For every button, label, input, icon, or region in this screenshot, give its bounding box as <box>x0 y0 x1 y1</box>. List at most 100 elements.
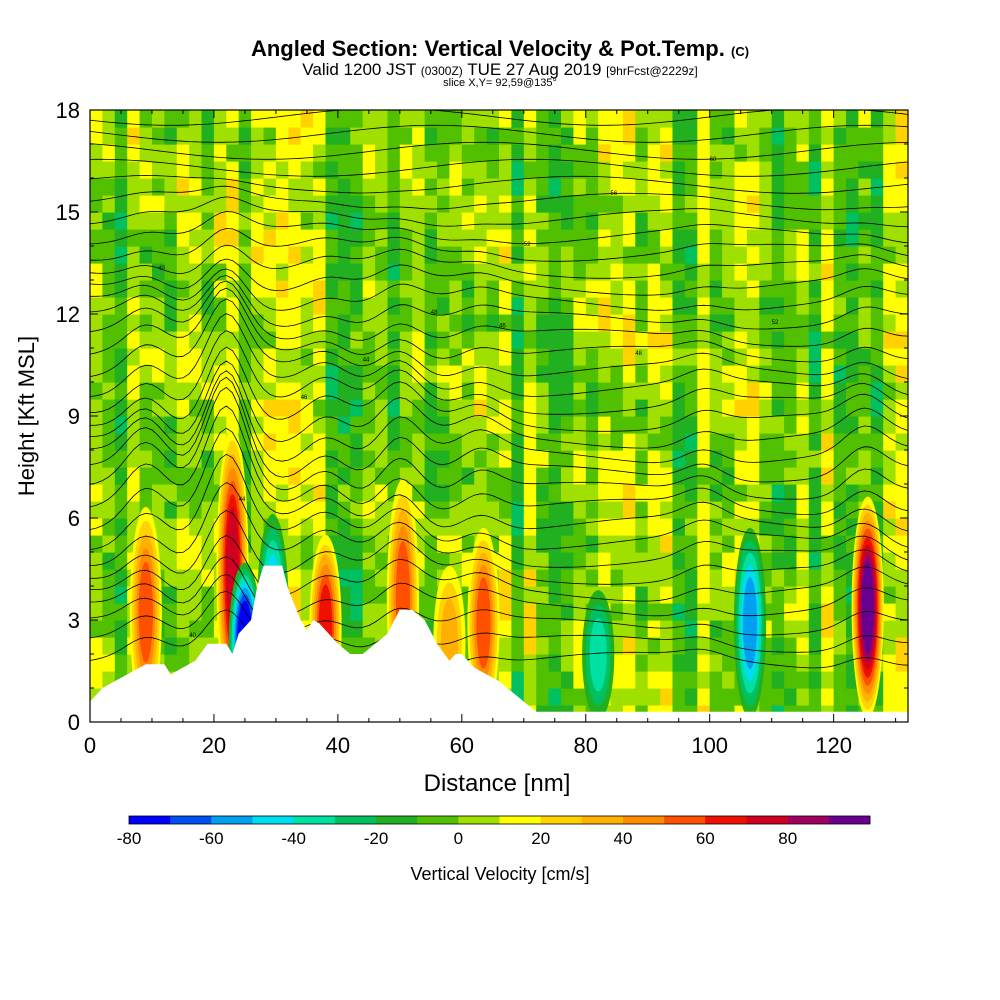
field-cell <box>846 246 859 264</box>
field-cell <box>275 229 289 247</box>
field-cell <box>573 433 587 451</box>
field-cell <box>784 671 798 689</box>
field-cell <box>226 110 240 128</box>
field-cell <box>622 518 636 536</box>
field-cell <box>114 586 128 604</box>
field-cell <box>684 433 698 451</box>
field-cell <box>536 348 550 366</box>
field-cell <box>449 552 463 570</box>
field-cell <box>858 297 872 315</box>
field-cell <box>164 620 178 638</box>
field-cell <box>412 263 426 281</box>
field-cell <box>350 195 364 213</box>
field-cell <box>697 212 711 230</box>
field-cell <box>722 654 736 672</box>
field-cell <box>127 280 141 298</box>
field-cell <box>127 144 141 162</box>
field-cell <box>226 382 240 400</box>
field-cell <box>635 450 649 468</box>
field-cell <box>759 229 773 247</box>
field-cell <box>610 484 624 502</box>
field-cell <box>796 552 810 570</box>
field-cell <box>90 450 103 468</box>
field-cell <box>523 263 537 281</box>
field-cell <box>635 178 649 196</box>
field-cell <box>635 586 649 604</box>
field-cell <box>759 331 773 349</box>
field-cell <box>350 246 364 264</box>
field-cell <box>300 195 314 213</box>
field-cell <box>697 246 711 264</box>
field-cell <box>474 450 488 468</box>
field-cell <box>275 212 289 230</box>
field-cell <box>883 280 897 298</box>
field-cell <box>90 484 103 502</box>
field-cell <box>337 450 351 468</box>
field-cell <box>90 518 103 536</box>
field-cell <box>870 195 884 213</box>
field-cell <box>226 144 240 162</box>
field-cell <box>833 110 847 128</box>
field-cell <box>821 178 835 196</box>
field-cell <box>375 399 389 417</box>
field-cell <box>635 382 649 400</box>
field-cell <box>387 297 401 315</box>
field-cell <box>362 348 376 366</box>
field-cell <box>238 178 252 196</box>
field-cell <box>288 195 302 213</box>
field-cell <box>833 603 847 621</box>
isentrope-line <box>90 275 908 330</box>
field-cell <box>251 433 265 451</box>
field-cell <box>697 688 711 706</box>
field-cell <box>808 314 822 332</box>
isentrope-line <box>90 609 908 669</box>
field-cell <box>635 212 649 230</box>
field-cell <box>300 348 314 366</box>
field-cell <box>870 365 884 383</box>
field-cell <box>598 484 612 502</box>
field-cell <box>585 246 599 264</box>
field-cell <box>114 229 128 247</box>
field-cell <box>449 212 463 230</box>
field-cell <box>399 263 413 281</box>
field-cell <box>523 654 537 672</box>
field-cell <box>561 518 574 536</box>
field-cell <box>486 348 500 366</box>
field-cell <box>213 433 227 451</box>
field-cell <box>647 501 661 519</box>
field-cell <box>771 314 785 332</box>
field-cell <box>548 195 562 213</box>
isentrope-line <box>90 535 908 602</box>
field-cell <box>759 110 773 128</box>
field-cell <box>684 195 698 213</box>
field-cell <box>697 535 711 553</box>
field-cell <box>189 178 203 196</box>
field-cell <box>561 263 574 281</box>
isentrope-line <box>90 482 908 568</box>
field-cell <box>784 280 798 298</box>
field-cell <box>722 212 736 230</box>
field-cell <box>548 654 562 672</box>
field-cell <box>635 620 649 638</box>
field-cell <box>734 110 748 128</box>
field-cell <box>821 127 835 145</box>
field-cell <box>127 195 141 213</box>
field-cell <box>486 161 500 179</box>
field-cell <box>759 365 773 383</box>
field-cell <box>164 348 178 366</box>
field-cell <box>610 263 624 281</box>
field-cell <box>622 246 636 264</box>
field-cell <box>263 195 277 213</box>
field-cell <box>424 586 438 604</box>
field-cell <box>350 382 364 400</box>
field-cell <box>189 467 203 485</box>
field-cell <box>387 127 401 145</box>
field-cell <box>561 688 574 706</box>
field-cell <box>288 348 302 366</box>
field-cell <box>561 195 574 213</box>
field-cell <box>139 314 153 332</box>
field-cell <box>300 297 314 315</box>
field-cell <box>437 110 450 128</box>
field-cell <box>771 365 785 383</box>
field-cell <box>808 161 822 179</box>
